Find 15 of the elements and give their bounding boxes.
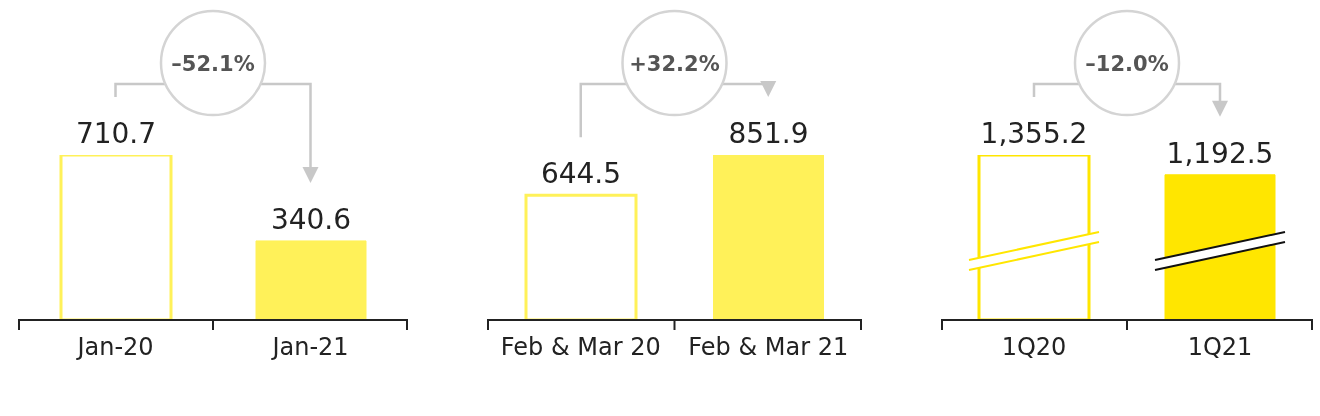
text: +32.2% <box>629 52 720 76</box>
data-label: 710.7 <box>75 117 157 150</box>
text: –12.0% <box>1085 52 1169 76</box>
x-tick-label: Jan-21 <box>270 333 349 362</box>
x-tick-label: Feb & Mar 21 <box>688 333 849 362</box>
text: –52.1% <box>171 52 255 76</box>
data-label: 644.5 <box>540 157 622 191</box>
x-tick-label: Jan-20 <box>75 333 154 362</box>
data-label: 1,192.5 <box>1166 136 1274 170</box>
x-tick-label: 1Q21 <box>1187 333 1253 362</box>
data-label: 851.9 <box>728 117 809 150</box>
data-label: 1,355.2 <box>980 117 1088 150</box>
x-tick-label: Feb & Mar 20 <box>500 333 661 362</box>
x-tick-label: 1Q20 <box>1001 333 1067 362</box>
data-label: 340.6 <box>270 202 352 236</box>
